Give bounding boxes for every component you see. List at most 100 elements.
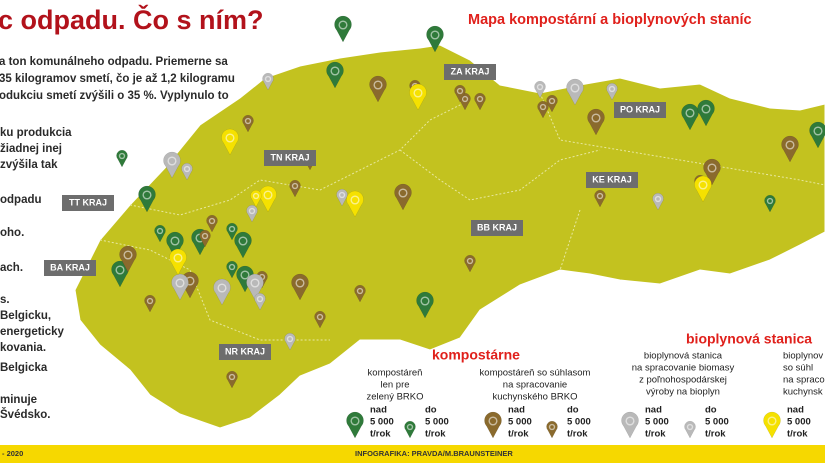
region-labels: ZA KRAJ TN KRAJ TT KRAJ BA KRAJ NR KRAJ BB KR… bbox=[44, 64, 666, 360]
legend-size: t/rok bbox=[567, 429, 588, 440]
pin-center bbox=[238, 236, 248, 246]
legend-size: t/rok bbox=[705, 429, 726, 440]
pin-center bbox=[456, 87, 464, 95]
pin-center bbox=[201, 232, 209, 240]
legend-size: 5 000 bbox=[645, 417, 669, 428]
pin-center bbox=[228, 263, 236, 271]
pin-center bbox=[338, 191, 346, 199]
legend-text: na spracovanie bbox=[503, 380, 567, 391]
pin-center bbox=[264, 75, 272, 83]
legend-size: t/rok bbox=[508, 429, 529, 440]
pin-center bbox=[536, 83, 544, 91]
pin-center bbox=[330, 66, 340, 76]
pin-center bbox=[350, 416, 360, 426]
article-line: Švédsko. bbox=[0, 408, 51, 421]
legend-size: t/rok bbox=[645, 429, 666, 440]
article-line: zvýšila tak bbox=[0, 159, 58, 171]
region-label: TT KRAJ bbox=[69, 197, 107, 207]
pin-center bbox=[225, 133, 235, 143]
pin-center bbox=[167, 156, 177, 166]
pin-center bbox=[142, 190, 152, 200]
pin-center bbox=[256, 295, 264, 303]
pin-center bbox=[430, 30, 440, 40]
legend-size: nad bbox=[645, 405, 662, 416]
article-line: ku produkcia bbox=[0, 127, 72, 139]
footer-credit: INFOGRAFIKA: PRAVDA/M.BRAUNSTEINER bbox=[355, 449, 513, 458]
pin-center bbox=[698, 180, 708, 190]
pin-center bbox=[115, 265, 125, 275]
footer-bar bbox=[0, 445, 825, 463]
legend-size: 5 000 bbox=[705, 417, 729, 428]
article-line: odpadu bbox=[0, 194, 42, 206]
legend-text: výroby na bioplyn bbox=[646, 387, 720, 398]
region-label: TN KRAJ bbox=[270, 152, 309, 162]
region-badge bbox=[586, 172, 638, 188]
pin-center bbox=[217, 283, 227, 293]
pin-center bbox=[250, 278, 260, 288]
legend-text: kuchynského BRKO bbox=[492, 392, 577, 403]
pin-center bbox=[291, 182, 299, 190]
pin-center bbox=[625, 416, 635, 426]
legend-group-title: bioplynová stanica bbox=[686, 331, 812, 347]
pin-center bbox=[170, 236, 180, 246]
pin-center bbox=[591, 113, 601, 123]
legend-text: na spraco bbox=[783, 375, 825, 386]
article-line: Belgicka bbox=[0, 362, 48, 374]
pin-center bbox=[373, 80, 383, 90]
pin-center bbox=[156, 227, 164, 235]
pin-center bbox=[813, 126, 823, 136]
article-line: kovania. bbox=[0, 342, 46, 354]
region-badge bbox=[62, 195, 114, 211]
pin-center bbox=[286, 335, 294, 343]
legend-text: zelený BRKO bbox=[366, 392, 423, 403]
region-label: PO KRAJ bbox=[620, 104, 660, 114]
pin-center bbox=[406, 423, 414, 431]
region-label: BA KRAJ bbox=[50, 262, 90, 272]
article-line: Belgicku, bbox=[0, 310, 51, 322]
pin-center bbox=[767, 416, 777, 426]
pin-center bbox=[356, 287, 364, 295]
legend-text: kompostáreň so súhlasom bbox=[480, 368, 591, 379]
pin-center bbox=[413, 88, 423, 98]
pin-center bbox=[539, 103, 547, 111]
legend-size: nad bbox=[370, 405, 387, 416]
pin-center bbox=[316, 313, 324, 321]
pin-center bbox=[183, 165, 191, 173]
pin-center bbox=[350, 195, 360, 205]
pin-center bbox=[252, 192, 260, 200]
pin-center bbox=[766, 197, 774, 205]
pin-center bbox=[707, 163, 717, 173]
pin-center bbox=[244, 117, 252, 125]
legend-text: len pre bbox=[380, 380, 409, 391]
article-line: minuje bbox=[0, 394, 37, 406]
legend-size: 5 000 bbox=[425, 417, 449, 428]
region-badge bbox=[219, 344, 271, 360]
legend-size: t/rok bbox=[425, 429, 446, 440]
legend-size: do bbox=[567, 405, 579, 416]
pin-center bbox=[686, 423, 694, 431]
region-badge bbox=[264, 150, 316, 166]
legend-text: kuchynsk bbox=[783, 387, 823, 398]
pin-center bbox=[208, 217, 216, 225]
pin-center bbox=[123, 250, 133, 260]
region-label: ZA KRAJ bbox=[451, 66, 490, 76]
pin-center bbox=[461, 95, 469, 103]
pin-center bbox=[263, 190, 273, 200]
article-line: energeticky bbox=[0, 326, 65, 338]
pin-center bbox=[146, 297, 154, 305]
legend-text: na spracovanie biomasy bbox=[632, 363, 735, 374]
pin-center bbox=[685, 108, 695, 118]
legend-size: 5 000 bbox=[370, 417, 394, 428]
region-label: KE KRAJ bbox=[592, 174, 632, 184]
legend-size: 5 000 bbox=[508, 417, 532, 428]
pin-center bbox=[118, 152, 126, 160]
pin-center bbox=[466, 257, 474, 265]
pin-center bbox=[228, 373, 236, 381]
slovakia-map bbox=[74, 44, 825, 429]
pin-center bbox=[548, 423, 556, 431]
region-borders bbox=[99, 92, 825, 341]
article: a ton komunálneho odpadu. Priemerne sa 35… bbox=[0, 56, 235, 421]
legend-text: z poľnohospodárskej bbox=[639, 375, 727, 386]
